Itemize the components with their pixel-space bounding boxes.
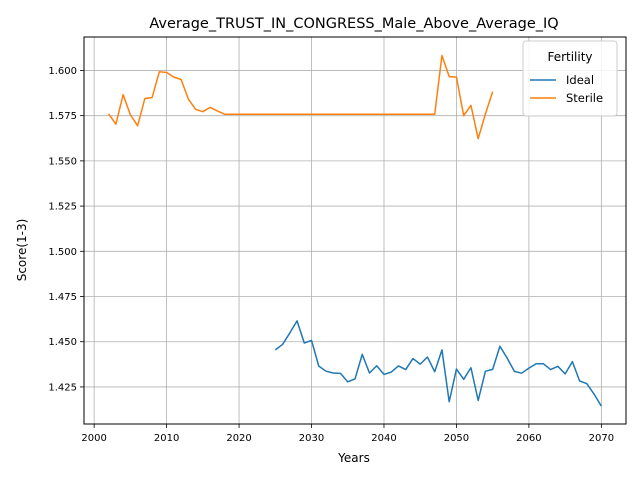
y-tick-label: 1.525 [48, 202, 77, 213]
y-axis-label: Score(1-3) [15, 219, 29, 282]
y-tick-label: 1.575 [48, 111, 77, 122]
series-layer [108, 54, 603, 407]
chart-title: Average_TRUST_IN_CONGRESS_Male_Above_Ave… [149, 16, 558, 32]
x-tick-label: 2070 [589, 433, 614, 444]
x-axis: 2000 2010 2020 2030 2040 2050 2060 2070 [81, 424, 614, 444]
legend: Fertility Ideal Sterile [522, 40, 618, 117]
y-tick-label: 1.450 [48, 337, 77, 348]
x-tick-label: 2020 [226, 433, 251, 444]
legend-title: Fertility [547, 50, 592, 64]
x-tick-label: 2060 [516, 433, 541, 444]
legend-label-sterile: Sterile [566, 91, 603, 105]
y-tick-label: 1.475 [48, 292, 77, 303]
x-axis-label: Years [337, 451, 370, 465]
x-tick-label: 2030 [299, 433, 324, 444]
y-axis: 1.425 1.450 1.475 1.500 1.525 1.550 1.575 1.600 [48, 66, 84, 393]
series-line-sterile [108, 54, 494, 140]
x-tick-label: 2010 [154, 433, 179, 444]
x-tick-label: 2050 [444, 433, 469, 444]
series-line-ideal [274, 320, 603, 407]
plot-frame [83, 36, 627, 425]
y-tick-label: 1.550 [48, 156, 77, 167]
y-tick-label: 1.500 [48, 247, 77, 258]
y-tick-label: 1.425 [48, 382, 77, 393]
y-tick-label: 1.600 [48, 66, 77, 77]
legend-label-ideal: Ideal [566, 73, 594, 87]
x-tick-label: 2000 [81, 433, 106, 444]
legend-items: Ideal Sterile [530, 73, 603, 105]
x-tick-label: 2040 [371, 433, 396, 444]
